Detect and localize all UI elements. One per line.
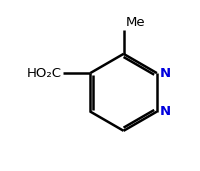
Text: N: N [159, 67, 170, 80]
Text: HO₂C: HO₂C [27, 67, 62, 80]
Text: N: N [159, 105, 170, 118]
Text: Me: Me [126, 16, 145, 29]
